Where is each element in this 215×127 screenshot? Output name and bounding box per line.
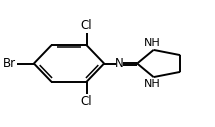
Text: NH: NH xyxy=(144,38,160,48)
Text: NH: NH xyxy=(144,79,160,89)
Text: Br: Br xyxy=(3,57,16,70)
Text: Cl: Cl xyxy=(81,19,92,31)
Text: N: N xyxy=(115,57,124,70)
Text: Cl: Cl xyxy=(81,96,92,108)
